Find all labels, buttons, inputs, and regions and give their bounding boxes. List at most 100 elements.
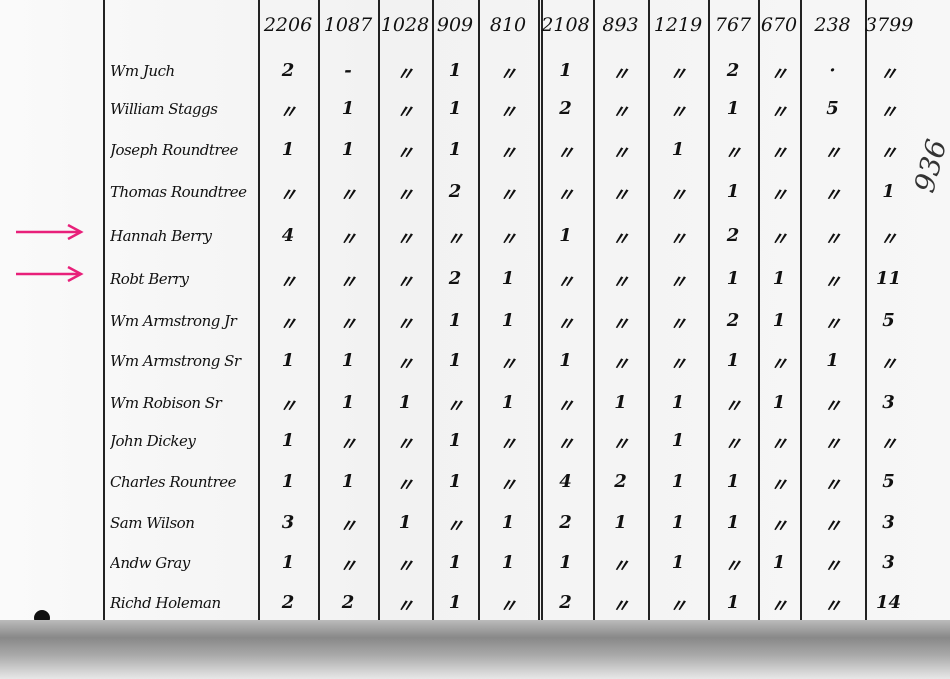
column-header: 3799 [865, 14, 914, 36]
tally-cell: 3 [882, 512, 895, 533]
tally-cell: 1 [398, 392, 412, 413]
tally-cell: 〃 [396, 475, 414, 496]
tally-cell: 1 [448, 310, 462, 331]
tally-cell: 2 [341, 592, 355, 613]
tally-cell: 〃 [770, 354, 788, 375]
tally-cell: 1 [882, 181, 895, 202]
tally-cell: 1 [559, 350, 572, 371]
tally-cell: 1 [341, 98, 355, 119]
tally-cell: 〃 [669, 314, 687, 335]
column-header: 1028 [380, 14, 430, 36]
tally-cell: 〃 [396, 314, 414, 335]
tally-cell: 〃 [396, 229, 414, 250]
tally-cell: 〃 [669, 64, 687, 85]
tally-cell: 〃 [499, 185, 517, 206]
tally-cell: 1 [726, 471, 740, 492]
tally-cell: 〃 [499, 354, 517, 375]
tally-cell: 〃 [669, 185, 687, 206]
tally-cell: 1 [726, 350, 740, 371]
household-name: Thomas Roundtree [110, 183, 247, 201]
column-rule [432, 0, 434, 628]
tally-cell: 1 [614, 392, 627, 413]
margin-page-number: 936 [907, 135, 950, 196]
household-name: William Staggs [110, 100, 218, 118]
household-name: Sam Wilson [110, 514, 195, 532]
tally-cell: 〃 [396, 596, 414, 617]
tally-cell: 〃 [499, 475, 517, 496]
tally-cell: 2 [559, 98, 572, 119]
tally-cell: 1 [671, 139, 685, 160]
column-header: 810 [489, 14, 527, 36]
tally-cell: 〃 [279, 185, 297, 206]
tally-cell: 〃 [879, 354, 898, 375]
tally-cell: 11 [875, 268, 902, 289]
tally-cell: 1 [341, 392, 355, 413]
tally-cell: 〃 [339, 314, 357, 335]
column-header: 893 [602, 14, 639, 36]
tally-cell: 〃 [556, 143, 575, 164]
tally-cell: 3 [281, 512, 295, 533]
tally-cell: 1 [671, 512, 685, 533]
tally-cell: 〃 [279, 272, 297, 293]
tally-cell: 1 [501, 268, 515, 289]
column-rule [103, 0, 105, 628]
tally-cell: 1 [726, 181, 740, 202]
tally-cell: 14 [875, 592, 902, 613]
tally-cell: 〃 [770, 516, 788, 537]
tally-cell: 〃 [396, 434, 414, 455]
tally-cell: 〃 [556, 272, 575, 293]
tally-cell: 〃 [724, 143, 742, 164]
tally-cell: 〃 [879, 434, 898, 455]
household-name: Hannah Berry [110, 227, 212, 245]
column-rule [538, 0, 540, 628]
tally-cell: 4 [559, 471, 572, 492]
column-rule [800, 0, 802, 628]
tally-cell: 2 [726, 225, 740, 246]
column-header: 2108 [541, 14, 590, 36]
tally-cell: 〃 [611, 556, 630, 577]
tally-cell: 1 [501, 392, 515, 413]
tally-cell: 〃 [396, 64, 414, 85]
tally-cell: 〃 [396, 556, 414, 577]
tally-cell: 〃 [499, 229, 517, 250]
column-header: 2206 [263, 14, 313, 36]
tally-cell: 〃 [724, 434, 742, 455]
tally-cell: 1 [341, 139, 355, 160]
tally-cell: 1 [671, 552, 685, 573]
tally-cell: 2 [559, 592, 572, 613]
column-rule [758, 0, 760, 628]
tally-cell: 〃 [339, 185, 357, 206]
column-rule [318, 0, 320, 628]
tally-cell: 〃 [396, 185, 414, 206]
tally-cell: 〃 [279, 102, 297, 123]
tally-cell: 〃 [823, 596, 842, 617]
column-header: 767 [714, 14, 752, 36]
tally-cell: 〃 [339, 516, 357, 537]
household-name: Andw Gray [110, 554, 190, 572]
tally-cell: 〃 [611, 314, 630, 335]
tally-cell: 1 [726, 512, 740, 533]
tally-cell: 〃 [770, 434, 788, 455]
tally-cell: 4 [281, 225, 295, 246]
tally-cell: 5 [882, 471, 895, 492]
tally-cell: 1 [671, 471, 685, 492]
tally-cell: 〃 [396, 354, 414, 375]
tally-cell: 1 [726, 98, 740, 119]
column-rule [378, 0, 380, 628]
tally-cell: 1 [281, 430, 295, 451]
tally-cell: 5 [826, 98, 839, 119]
column-rule [541, 0, 543, 628]
tally-cell: 2 [726, 310, 740, 331]
tally-cell: 〃 [879, 102, 898, 123]
tally-cell: 〃 [770, 64, 788, 85]
tally-cell: 〃 [770, 102, 788, 123]
tally-cell: 〃 [279, 314, 297, 335]
tally-cell: 〃 [669, 354, 687, 375]
tally-cell: 〃 [396, 272, 414, 293]
household-name: Wm Juch [110, 62, 175, 80]
column-rule [593, 0, 595, 628]
tally-cell: 〃 [499, 64, 517, 85]
tally-cell: 〃 [611, 596, 630, 617]
column-header: 238 [814, 14, 851, 36]
